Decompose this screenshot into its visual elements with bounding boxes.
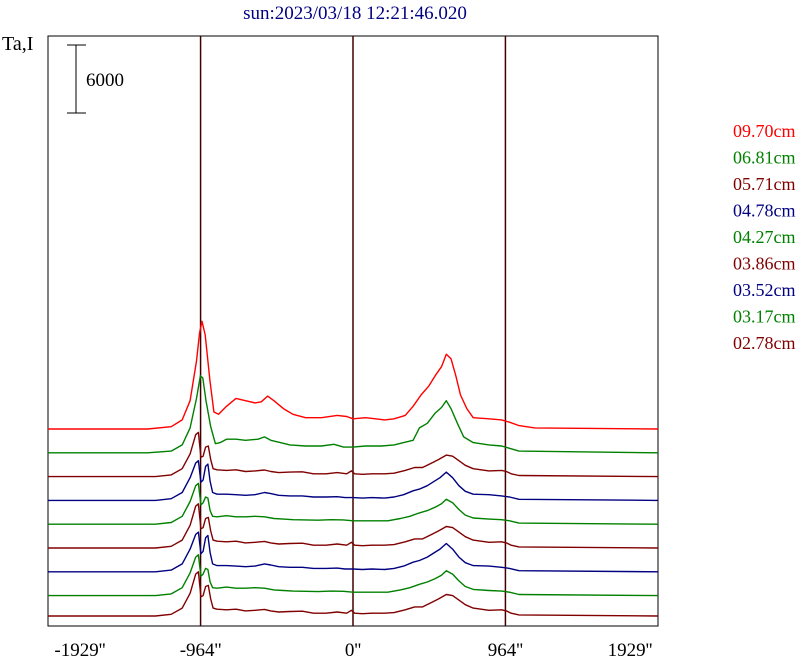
x-tick-label-1: -964'' [180,640,222,661]
legend: 09.70cm 06.81cm 05.71cm 04.78cm 04.27cm 03.86… [733,121,796,353]
scale-bar-label: 6000 [86,70,124,91]
series-line-03.17cm [48,554,659,597]
series-line-02.78cm [48,571,659,617]
series-line-04.78cm [48,460,659,502]
series-line-03.52cm [48,531,659,573]
series-group [48,320,659,617]
legend-item-05.71cm: 05.71cm [733,174,796,194]
x-tick-label-2: 0'' [345,640,361,661]
legend-item-03.17cm: 03.17cm [733,307,796,327]
legend-item-04.27cm: 04.27cm [733,227,796,247]
chart-title: sun:2023/03/18 12:21:46.020 [243,3,467,24]
legend-item-04.78cm: 04.78cm [733,201,796,221]
legend-item-06.81cm: 06.81cm [733,148,796,168]
legend-item-09.70cm: 09.70cm [733,121,796,141]
scale-bar: 6000 [67,44,124,114]
series-line-09.70cm [48,320,659,430]
legend-item-03.86cm: 03.86cm [733,254,796,274]
y-axis-label: Ta,I [2,33,33,55]
series-line-05.71cm [48,431,659,478]
series-line-03.86cm [48,503,659,549]
x-tick-label-3: 964'' [488,640,523,661]
series-line-04.27cm [48,482,659,525]
x-tick-labels: -1929'' -964'' 0'' 964'' 1929'' [54,640,652,661]
vertical-marker-group [199,36,507,626]
legend-item-02.78cm: 02.78cm [733,333,796,353]
legend-item-03.52cm: 03.52cm [733,280,796,300]
x-tick-label-4: 1929'' [608,640,653,661]
x-tick-label-0: -1929'' [54,640,105,661]
series-line-06.81cm [48,375,659,454]
